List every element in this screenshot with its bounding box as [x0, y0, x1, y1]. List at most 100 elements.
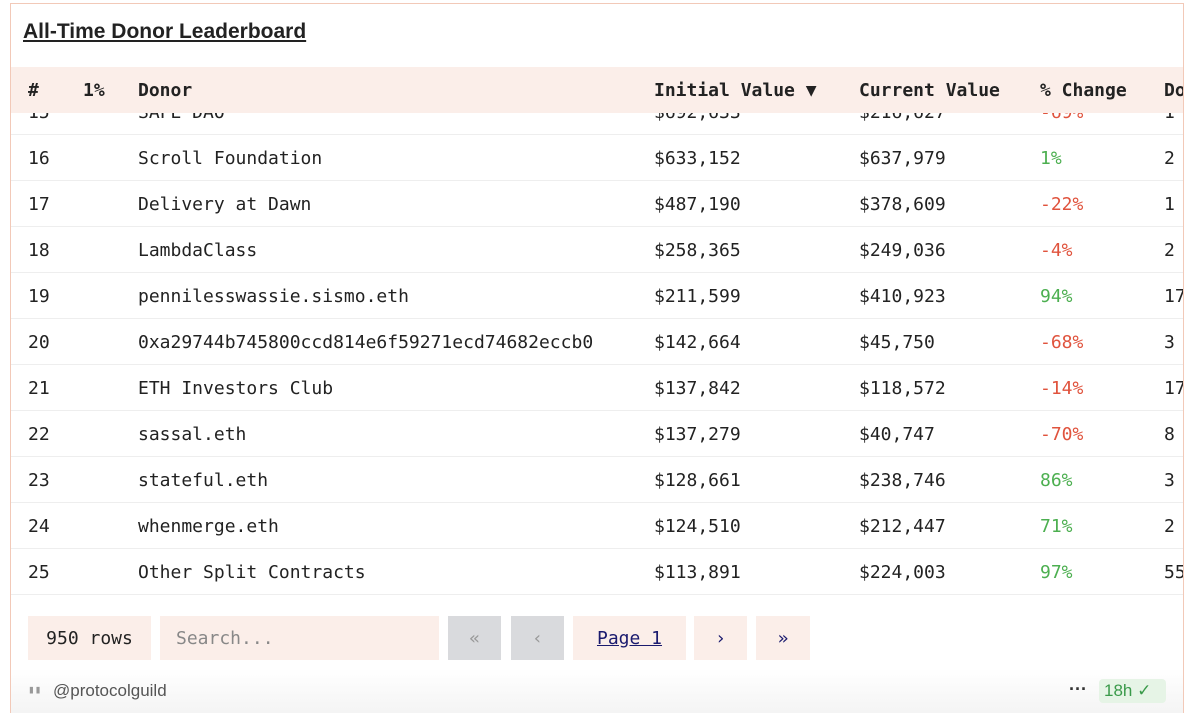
- table-cell: 17: [1164, 378, 1183, 399]
- table-cell: Other Split Contracts: [138, 562, 366, 583]
- table-cell: 22: [28, 424, 50, 445]
- last-page-button[interactable]: »: [756, 616, 810, 660]
- table-cell: 17: [1164, 286, 1183, 307]
- table-cell: 97%: [1040, 562, 1073, 583]
- table-cell: -4%: [1040, 240, 1073, 261]
- column-header: % Change: [1040, 80, 1127, 101]
- table-row: 18 LambdaClass $258,365 $249,036 -4% 2: [11, 227, 1183, 273]
- table-cell: 20: [28, 332, 50, 353]
- table-cell: 86%: [1040, 470, 1073, 491]
- table-cell: 0xa29744b745800ccd814e6f59271ecd74682ecc…: [138, 332, 594, 353]
- table-row: 25 Other Split Contracts $113,891 $224,003 9…: [11, 549, 1183, 595]
- table-cell: 2: [1164, 148, 1175, 169]
- table-cell: -14%: [1040, 378, 1084, 399]
- table-cell: $378,609: [859, 194, 946, 215]
- table-cell: $216,627: [859, 113, 946, 123]
- table-row: 15 SAFE DAO $692,633 $216,627 -69% 1: [11, 113, 1183, 135]
- table-cell: 3: [1164, 332, 1175, 353]
- next-page-button[interactable]: ›: [694, 616, 747, 660]
- table-cell: 15: [28, 113, 50, 123]
- table-cell: 3: [1164, 470, 1175, 491]
- column-header: Current Value: [859, 80, 1000, 101]
- table-cell: ETH Investors Club: [138, 378, 334, 399]
- column-header[interactable]: Initial Value ▼: [654, 80, 817, 101]
- table-row: 17 Delivery at Dawn $487,190 $378,609 -22% 1: [11, 181, 1183, 227]
- table-row: 16 Scroll Foundation $633,152 $637,979 1% 2: [11, 135, 1183, 181]
- table-cell: $40,747: [859, 424, 935, 445]
- column-header: Do: [1164, 80, 1184, 101]
- more-menu[interactable]: ···: [1069, 679, 1087, 699]
- table-cell: 19: [28, 286, 50, 307]
- table-row: 19 pennilesswassie.sismo.eth $211,599 $410,…: [11, 273, 1183, 319]
- column-header: 1%: [83, 80, 105, 101]
- page-indicator: Page 1: [573, 616, 686, 660]
- first-page-button[interactable]: «: [448, 616, 501, 660]
- table-cell: $45,750: [859, 332, 935, 353]
- table-row: 23 stateful.eth $128,661 $238,746 86% 3: [11, 457, 1183, 503]
- author-link[interactable]: @protocolguild: [53, 681, 167, 700]
- footer: ▮▮ @protocolguild ··· 18h ✓: [11, 669, 1183, 713]
- table-cell: $692,633: [654, 113, 741, 123]
- table-cell: 17: [28, 194, 50, 215]
- table-cell: $258,365: [654, 240, 741, 261]
- table-cell: $487,190: [654, 194, 741, 215]
- row-count: 950 rows: [28, 616, 151, 660]
- table-cell: 55: [1164, 562, 1183, 583]
- table-header: #1% Donor Initial Value ▼ Current Value % Ch…: [11, 67, 1183, 113]
- table-body: 15 SAFE DAO $692,633 $216,627 -69% 1 16 Scroll …: [11, 113, 1183, 595]
- table-cell: 2: [1164, 516, 1175, 537]
- table-cell: Scroll Foundation: [138, 148, 323, 169]
- table-cell: 24: [28, 516, 50, 537]
- table-cell: $137,842: [654, 378, 741, 399]
- table-cell: 71%: [1040, 516, 1073, 537]
- age-text: 18h: [1104, 681, 1133, 700]
- table-cell: 18: [28, 240, 50, 261]
- table-cell: 1%: [1040, 148, 1062, 169]
- table-cell: $124,510: [654, 516, 741, 537]
- table-row: 20 0xa29744b745800ccd814e6f59271ecd74682e…: [11, 319, 1183, 365]
- table-row: 22 sassal.eth $137,279 $40,747 -70% 8: [11, 411, 1183, 457]
- table-cell: $113,891: [654, 562, 741, 583]
- table-row: 24 whenmerge.eth $124,510 $212,447 71% 2: [11, 503, 1183, 549]
- logo-icon: ▮▮: [28, 683, 42, 696]
- table-cell: 1: [1164, 113, 1175, 123]
- title: All-Time Donor Leaderboard: [23, 20, 307, 43]
- table-cell: $118,572: [859, 378, 946, 399]
- table-cell: $211,599: [654, 286, 741, 307]
- column-header: #: [28, 80, 39, 101]
- table-cell: $142,664: [654, 332, 741, 353]
- table-cell: -70%: [1040, 424, 1084, 445]
- table-cell: 25: [28, 562, 50, 583]
- table-row: 21 ETH Investors Club $137,842 $118,572 -14%…: [11, 365, 1183, 411]
- column-header: Donor: [138, 80, 193, 101]
- table-cell: $637,979: [859, 148, 946, 169]
- search-input[interactable]: Search...: [160, 616, 439, 660]
- table-cell: $212,447: [859, 516, 946, 537]
- table-cell: SAFE DAO: [138, 113, 225, 123]
- table-cell: $137,279: [654, 424, 741, 445]
- prev-page-button[interactable]: ‹: [511, 616, 564, 660]
- table-cell: whenmerge.eth: [138, 516, 279, 537]
- table-cell: 8: [1164, 424, 1175, 445]
- table-cell: $224,003: [859, 562, 946, 583]
- table-cell: $633,152: [654, 148, 741, 169]
- table-cell: 94%: [1040, 286, 1073, 307]
- table-cell: $410,923: [859, 286, 946, 307]
- table-cell: -68%: [1040, 332, 1084, 353]
- table-cell: $128,661: [654, 470, 741, 491]
- table-cell: 21: [28, 378, 50, 399]
- table-cell: 23: [28, 470, 50, 491]
- table-cell: Delivery at Dawn: [138, 194, 312, 215]
- age-badge: 18h ✓: [1099, 679, 1166, 703]
- leaderboard-panel: All-Time Donor Leaderboard #1% Donor Initi…: [10, 3, 1184, 713]
- table-cell: -69%: [1040, 113, 1083, 123]
- table-cell: $238,746: [859, 470, 946, 491]
- table-cell: 1: [1164, 194, 1175, 215]
- table-cell: stateful.eth: [138, 470, 269, 491]
- table-cell: $249,036: [859, 240, 946, 261]
- table-cell: 16: [28, 148, 50, 169]
- table-cell: sassal.eth: [138, 424, 247, 445]
- table-cell: -22%: [1040, 194, 1084, 215]
- table-cell: pennilesswassie.sismo.eth: [138, 286, 409, 307]
- table-cell: 2: [1164, 240, 1175, 261]
